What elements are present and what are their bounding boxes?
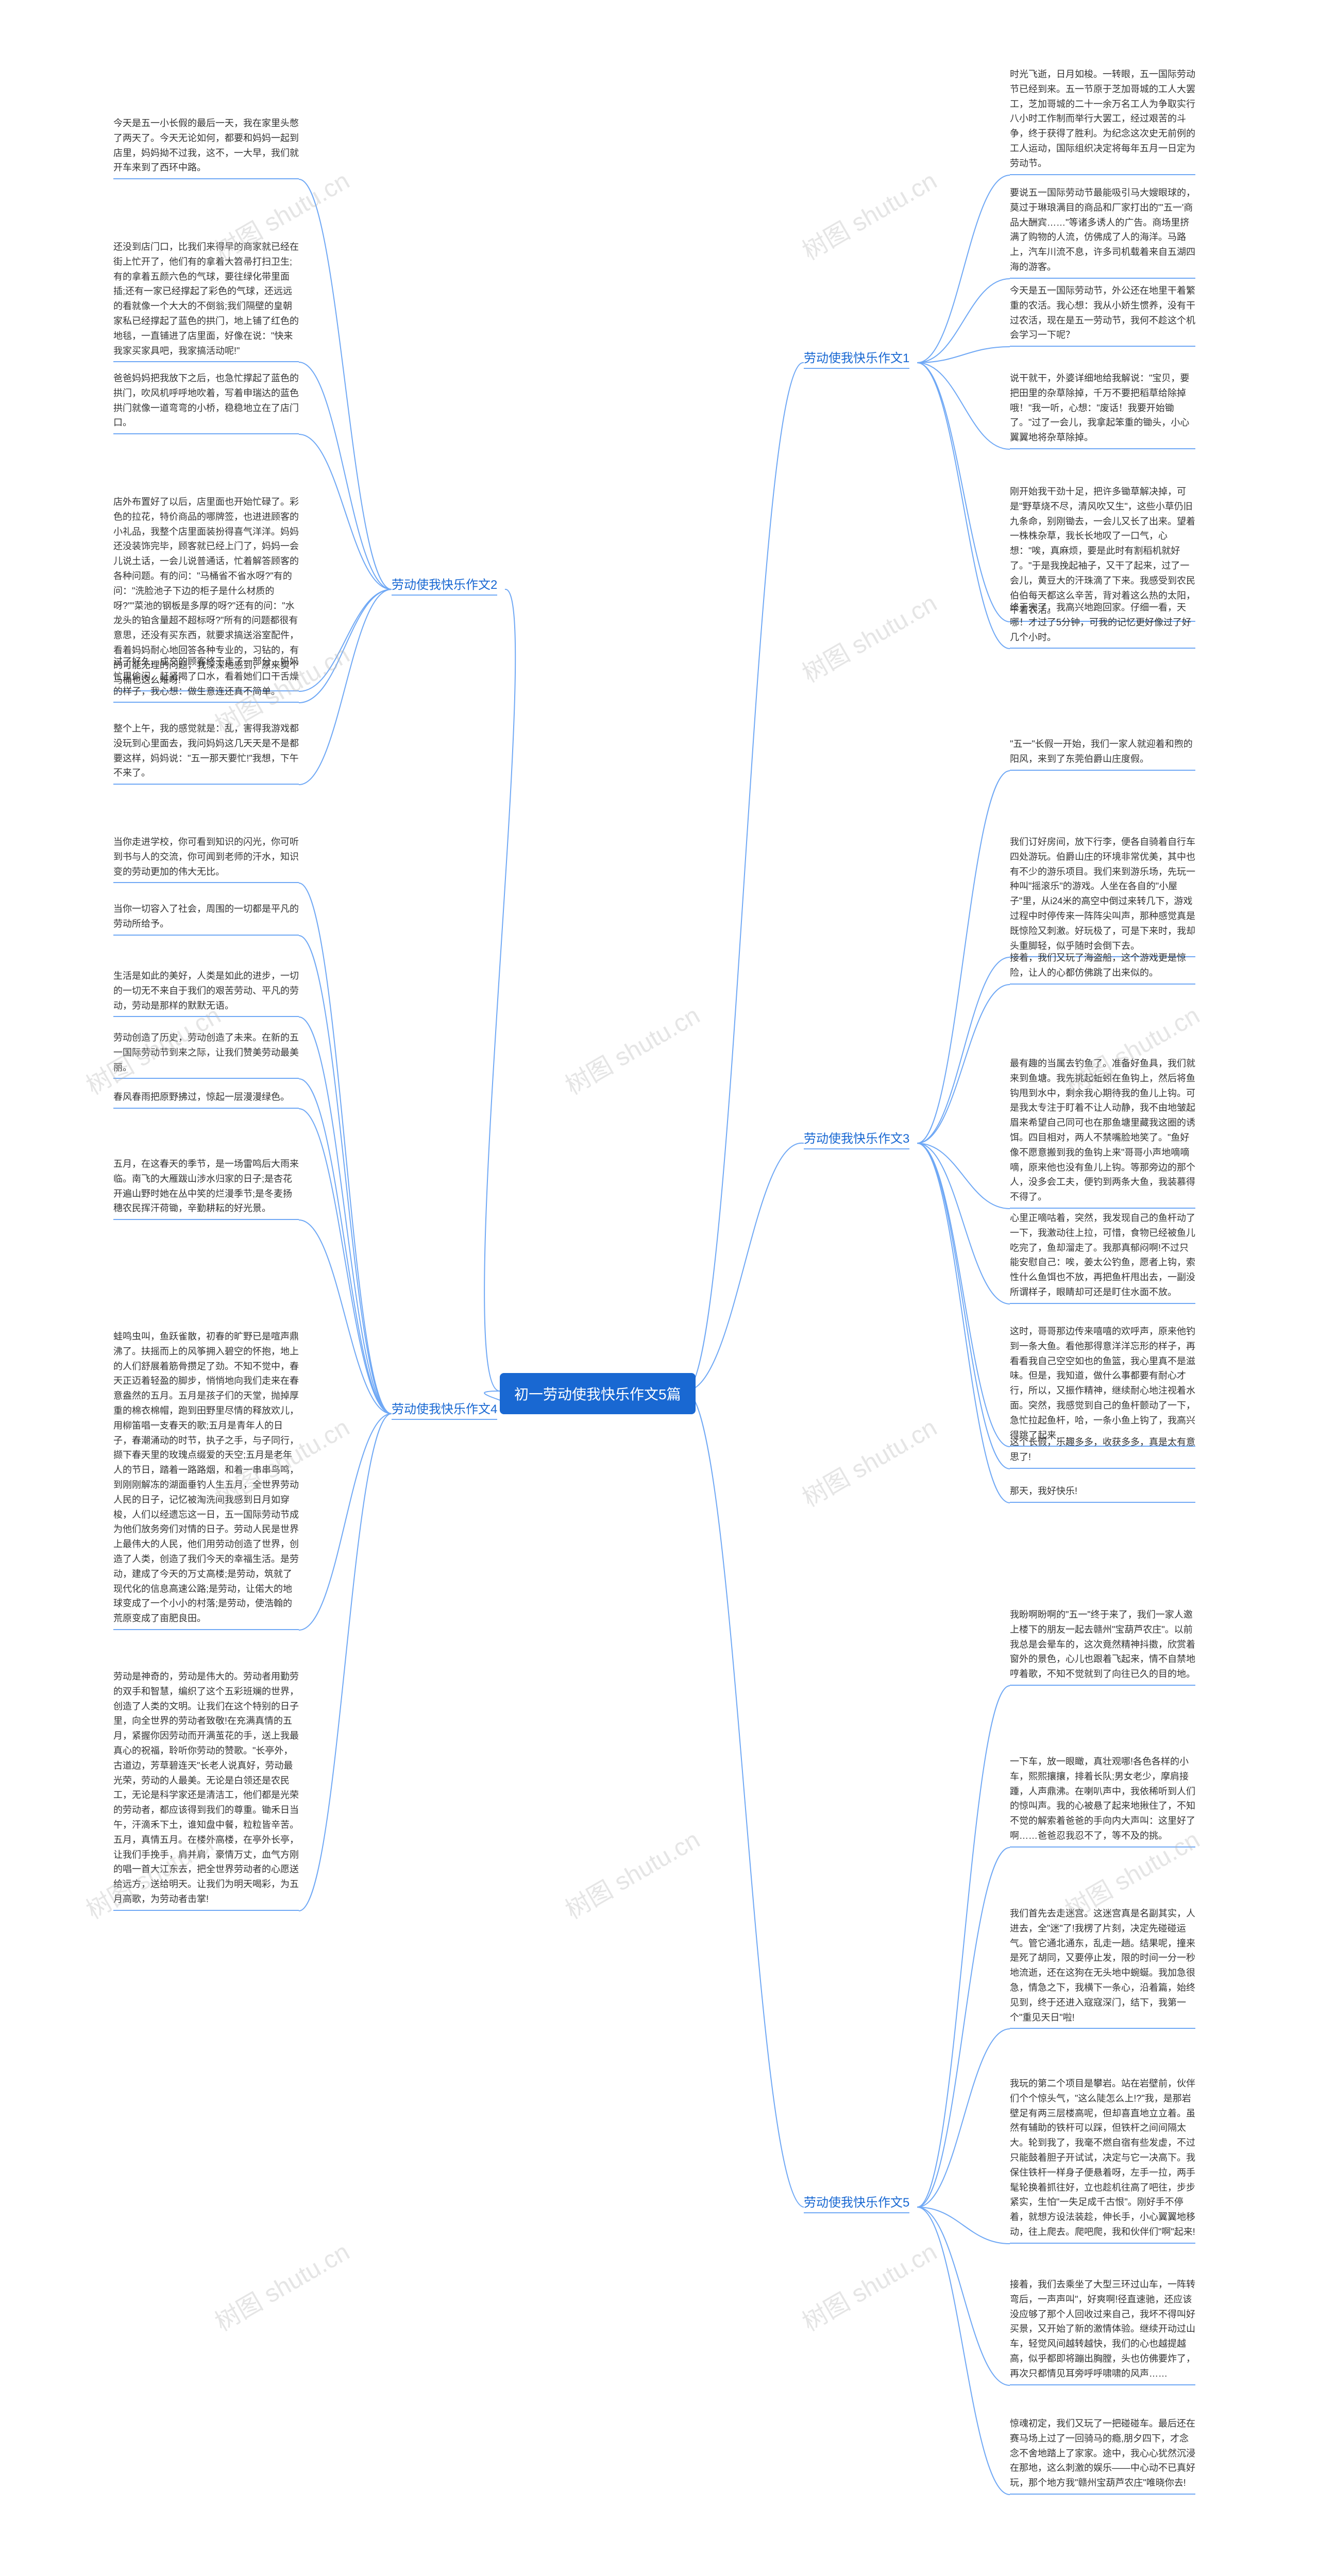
leaf-node: "五一"长假一开始，我们一家人就迎着和煦的阳风，来到了东莞伯爵山庄度假。 xyxy=(1010,737,1195,771)
branch-b4[interactable]: 劳动使我快乐作文4 xyxy=(392,1399,497,1420)
branch-b1[interactable]: 劳动使我快乐作文1 xyxy=(804,348,909,369)
center-node[interactable]: 初一劳动使我快乐作文5篇 xyxy=(500,1373,696,1414)
branch-b2[interactable]: 劳动使我快乐作文2 xyxy=(392,574,497,596)
leaf-node: 我盼啊盼啊的"五一"终于来了，我们一家人邀上楼下的朋友一起去赣州"宝葫芦农庄"。… xyxy=(1010,1607,1195,1686)
watermark: 树图 shutu.cn xyxy=(794,161,942,267)
leaf-node: 这个长假，乐趣多多，收获多多，真是太有意思了! xyxy=(1010,1435,1195,1469)
watermark: 树图 shutu.cn xyxy=(794,583,942,689)
leaf-node: 时光飞逝，日月如梭。一转眼，五一国际劳动节已经到来。五一节原于芝加哥城的工人大罢… xyxy=(1010,67,1195,175)
leaf-node: 过了好久，成交的顾客终于走了一部分，妈妈忙里偷闲，赶紧喝了口水，看着她们口干舌燥… xyxy=(113,654,299,703)
leaf-node: 今天是五一国际劳动节，外公还在地里干着繁重的农活。我心想：我从小娇生惯养，没有干… xyxy=(1010,283,1195,347)
watermark: 树图 shutu.cn xyxy=(557,1820,705,1926)
leaf-node: 接着，我们去乘坐了大型三环过山车，一阵转弯后，一声声叫"，好爽啊!径直速驰，还应… xyxy=(1010,2277,1195,2385)
branch-b3[interactable]: 劳动使我快乐作文3 xyxy=(804,1128,909,1149)
watermark: 树图 shutu.cn xyxy=(794,2232,942,2338)
leaf-node: 蛙鸣虫叫，鱼跃雀散，初春的旷野已是喧声鼎沸了。扶摇而上的风筝拥入碧空的怀抱，地上… xyxy=(113,1329,299,1630)
leaf-node: 当你一切容入了社会，周围的一切都是平凡的劳动所给予。 xyxy=(113,902,299,936)
leaf-node: 还没到店门口，比我们来得早的商家就已经在街上忙开了，他们有的拿着大笤帚打扫卫生;… xyxy=(113,240,299,362)
leaf-node: 春风春雨把原野拂过，惊起一层漫漫绿色。 xyxy=(113,1090,299,1109)
leaf-node: 终于完了，我高兴地跑回家。仔细一看，天哪！才过了5分钟，可我的记忆更好像过了好几… xyxy=(1010,600,1195,649)
branch-b5[interactable]: 劳动使我快乐作文5 xyxy=(804,2192,909,2213)
leaf-node: 心里正嘀咕着，突然，我发现自己的鱼杆动了一下，我激动往上拉，可惜，食物已经被鱼儿… xyxy=(1010,1211,1195,1304)
mindmap-container: 初一劳动使我快乐作文5篇 劳动使我快乐作文1 时光飞逝，日月如梭。一转眼，五一国际… xyxy=(0,0,1319,2576)
leaf-node: 要说五一国际劳动节最能吸引马大嫂眼球的，莫过于琳琅满目的商品和厂家打出的"'五一… xyxy=(1010,185,1195,279)
leaf-node: 那天，我好快乐! xyxy=(1010,1484,1195,1503)
leaf-node: 最有趣的当属去钓鱼了。准备好鱼具，我们就来到鱼塘。我先挑起蚯蚓在鱼钩上，然后将鱼… xyxy=(1010,1056,1195,1209)
leaf-node: 接着，我们又玩了海盗船，这个游戏更是惊险，让人的心都仿佛跳了出来似的。 xyxy=(1010,951,1195,985)
leaf-node: 说干就干，外婆详细地给我解说："宝贝，要把田里的杂草除掉，千万不要把稻草给除掉哦… xyxy=(1010,371,1195,449)
leaf-node: 今天是五一小长假的最后一天，我在家里头憋了两天了。今天无论如何，都要和妈妈一起到… xyxy=(113,116,299,179)
leaf-node: 当你走进学校，你可看到知识的闪光，你可听到书与人的交流，你可闻到老师的汗水，知识… xyxy=(113,835,299,883)
leaf-node: 惊魂初定，我们又玩了一把碰碰车。最后还在赛马场上过了一回骑马的瘾,朋夕四下，才念… xyxy=(1010,2416,1195,2495)
leaf-node: 这时，哥哥那边传来嘻嘻的欢呼声，原来他钓到一条大鱼。看他那得意洋洋忘形的样子，再… xyxy=(1010,1324,1195,1447)
leaf-node: 我们首先去走迷宫。这迷宫真是名副其实，人进去，全"迷"了!我楞了片刻，决定先碰碰… xyxy=(1010,1906,1195,2029)
leaf-node: 我玩的第二个项目是攀岩。站在岩壁前，伙伴们个个惊头气，"这么陡怎么上!?"我，是… xyxy=(1010,2076,1195,2244)
watermark: 树图 shutu.cn xyxy=(207,2232,355,2338)
leaf-node: 劳动是神奇的，劳动是伟大的。劳动者用勤劳的双手和智慧，编织了这个五彩班斓的世界，… xyxy=(113,1669,299,1911)
watermark: 树图 shutu.cn xyxy=(557,995,705,1101)
leaf-node: 整个上午，我的感觉就是：乱，害得我游戏都没玩到心里面去，我问妈妈这几天天是不是都… xyxy=(113,721,299,785)
leaf-node: 一下车，放一眼瞰，真壮观哪!各色各样的小车，熙熙攘攘，排着长队;男女老少，摩肩接… xyxy=(1010,1754,1195,1848)
watermark: 树图 shutu.cn xyxy=(794,1408,942,1514)
leaf-node: 生活是如此的美好，人类是如此的进步，一切的一切无不来自于我们的艰苦劳动、平凡的劳… xyxy=(113,969,299,1017)
leaf-node: 劳动创造了历史，劳动创造了未来。在新的五一国际劳动节到来之际，让我们赞美劳动最美… xyxy=(113,1030,299,1079)
leaf-node: 我们订好房间，放下行李，便各自骑着自行车四处游玩。伯爵山庄的环境非常优美，其中也… xyxy=(1010,835,1195,957)
leaf-node: 爸爸妈妈把我放下之后，也急忙撑起了蓝色的拱门，吹风机呼呼地吹着，写着申瑞达的蓝色… xyxy=(113,371,299,434)
leaf-node: 五月，在这春天的季节，是一场雷鸣后大雨来临。南飞的大雁跋山涉水归家的日子;是杏花… xyxy=(113,1157,299,1220)
